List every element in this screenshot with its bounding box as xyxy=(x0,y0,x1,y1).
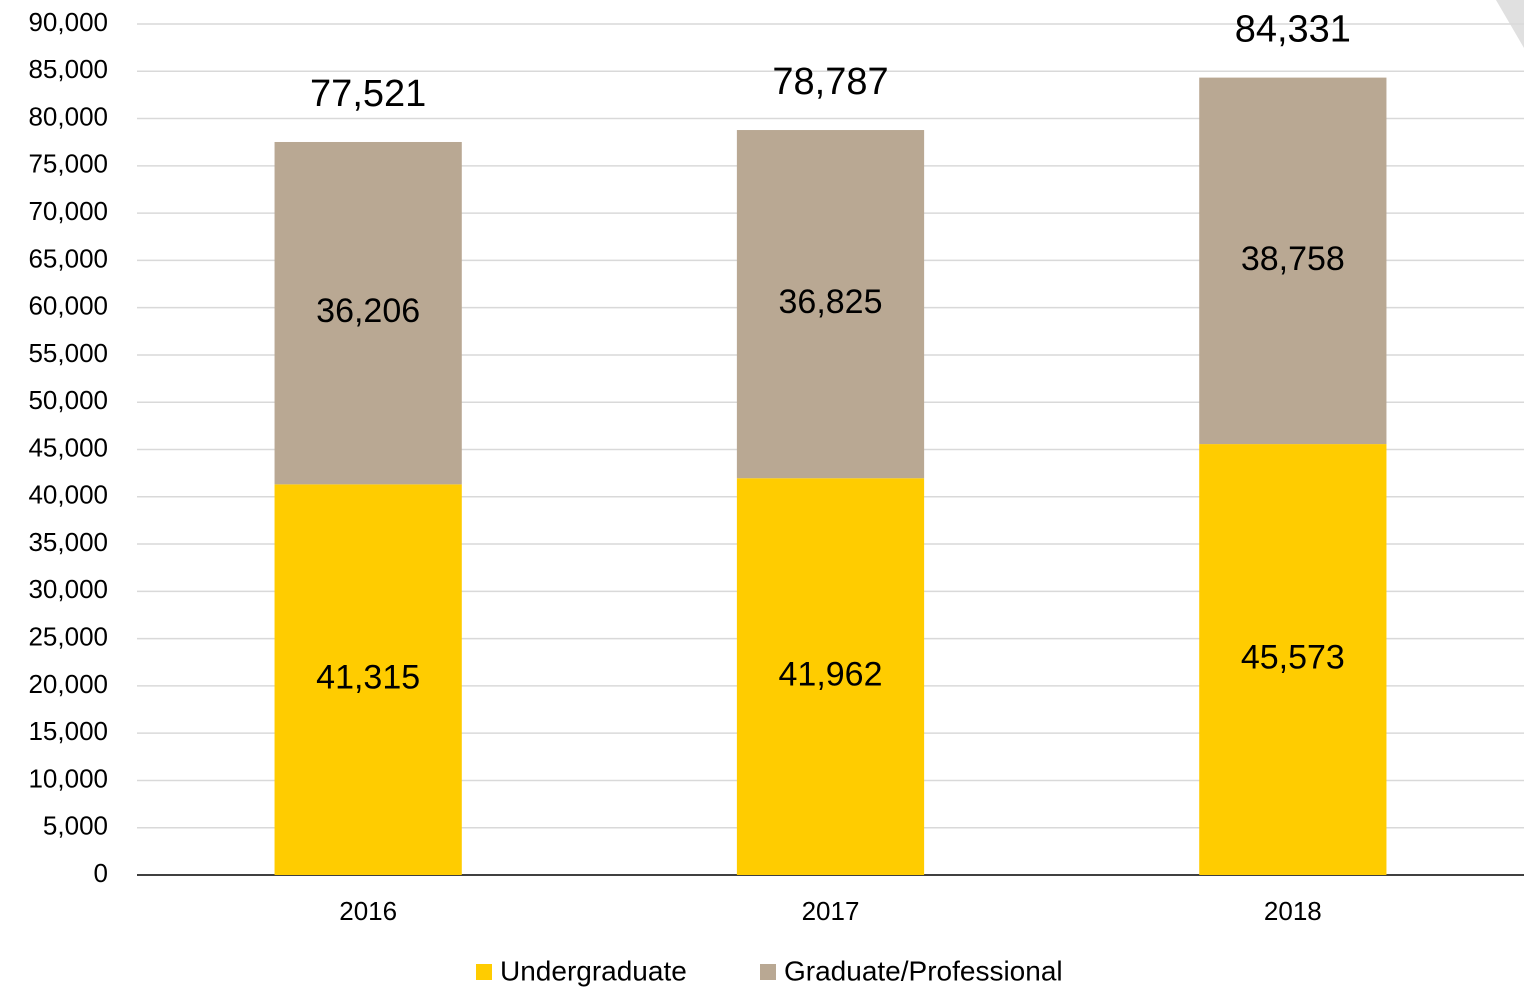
y-tick-label: 70,000 xyxy=(28,196,108,226)
y-tick-label: 0 xyxy=(94,858,108,888)
y-tick-label: 30,000 xyxy=(28,574,108,604)
bar-segment xyxy=(1199,444,1387,875)
data-label: 38,758 xyxy=(1241,240,1345,278)
data-label: 45,573 xyxy=(1241,639,1345,677)
y-tick-label: 40,000 xyxy=(28,480,108,510)
data-label: 41,962 xyxy=(779,656,883,694)
data-label: 41,315 xyxy=(316,659,420,697)
y-tick-label: 45,000 xyxy=(28,432,108,462)
y-tick-label: 15,000 xyxy=(28,716,108,746)
y-tick-label: 50,000 xyxy=(28,385,108,415)
y-tick-label: 35,000 xyxy=(28,527,108,557)
legend-label: Graduate/Professional xyxy=(784,955,1063,986)
bar-segment xyxy=(274,141,462,485)
data-label: 36,825 xyxy=(779,283,883,321)
y-tick-label: 80,000 xyxy=(28,101,108,131)
y-tick-label: 60,000 xyxy=(28,291,108,321)
bar-segment xyxy=(274,484,462,875)
legend-label: Undergraduate xyxy=(500,955,687,986)
y-tick-label: 75,000 xyxy=(28,149,108,179)
total-label: 78,787 xyxy=(772,61,888,103)
legend-swatch xyxy=(476,964,492,980)
y-tick-label: 25,000 xyxy=(28,621,108,651)
y-tick-label: 20,000 xyxy=(28,669,108,699)
y-tick-label: 90,000 xyxy=(28,7,108,37)
bar-segment xyxy=(736,478,925,875)
y-tick-label: 5,000 xyxy=(43,811,108,841)
x-tick-label: 2018 xyxy=(1264,896,1322,926)
data-label: 36,206 xyxy=(316,292,420,330)
legend-swatch xyxy=(760,964,776,980)
total-label: 84,331 xyxy=(1235,9,1351,51)
y-tick-label: 65,000 xyxy=(28,243,108,273)
y-tick-label: 10,000 xyxy=(28,763,108,793)
y-tick-label: 85,000 xyxy=(28,54,108,84)
y-tick-label: 55,000 xyxy=(28,338,108,368)
bar-segment xyxy=(1199,77,1387,445)
total-label: 77,521 xyxy=(310,73,426,115)
x-tick-label: 2017 xyxy=(802,896,860,926)
bar-segment xyxy=(736,130,925,479)
x-tick-label: 2016 xyxy=(339,896,397,926)
